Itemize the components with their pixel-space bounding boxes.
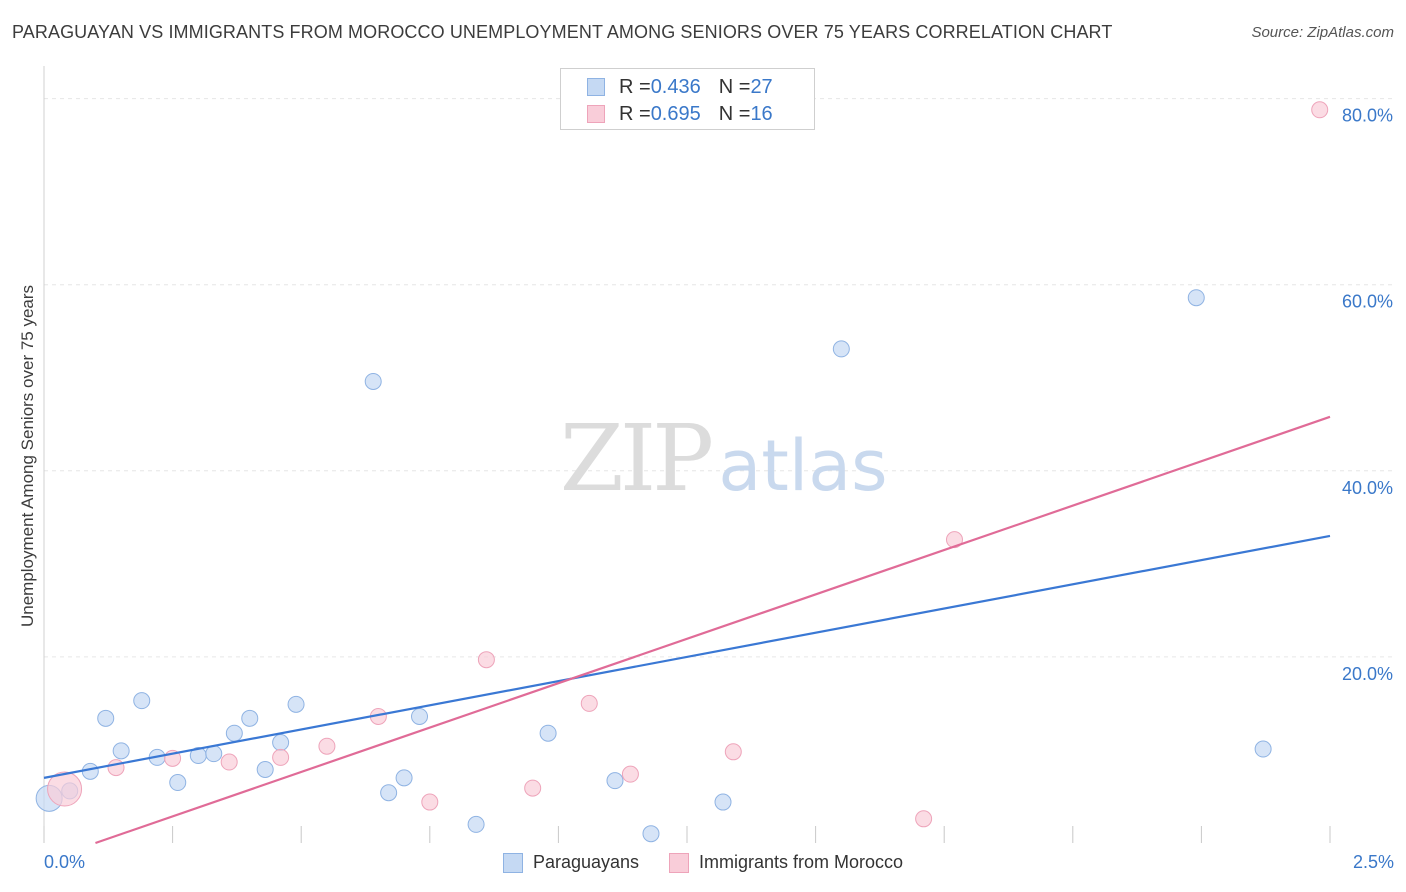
series-legend-paraguayans[interactable]: Paraguayans: [502, 852, 640, 873]
morocco-point: [621, 765, 639, 783]
y-tick-labels: 20.0% 40.0% 60.0% 80.0%: [1342, 106, 1393, 684]
series-swatch-blue: [502, 852, 523, 873]
morocco-point: [318, 737, 336, 755]
legend-n-value: 27: [750, 75, 773, 98]
paraguayans-point: [133, 692, 151, 710]
paraguayans-point: [97, 709, 115, 727]
paraguayans-trendline: [43, 534, 1331, 779]
source-label: Source: ZipAtlas.com: [1251, 24, 1394, 41]
series-label-morocco: Immigrants from Morocco: [699, 852, 904, 872]
paraguayans-point: [380, 784, 398, 802]
legend-swatch-blue: [587, 78, 605, 96]
legend-r-value: 0.436: [650, 75, 701, 98]
paraguayans-point: [364, 372, 382, 390]
x-tick-label-min: 0.0%: [44, 852, 86, 872]
paraguayans-point: [81, 762, 99, 780]
morocco-point: [47, 771, 83, 807]
morocco-point: [724, 743, 742, 761]
legend-r-value: 0.695: [650, 102, 701, 125]
paraguayans-point: [272, 734, 290, 752]
paraguayans-point: [606, 772, 624, 790]
morocco-point: [272, 748, 290, 766]
morocco-point: [945, 531, 963, 549]
y-tick-label: 60.0%: [1342, 292, 1393, 312]
legend-n-label: N =: [718, 102, 751, 125]
legend-n-label: N =: [718, 75, 751, 98]
x-tick-label-max: 2.5%: [1352, 852, 1394, 872]
morocco-point: [1311, 101, 1329, 119]
legend-r-label: R =: [619, 102, 651, 125]
paraguayans-point: [714, 793, 732, 811]
legend-n-value: 16: [750, 102, 773, 125]
paraguayans-point: [1254, 740, 1272, 758]
morocco-point: [524, 779, 542, 797]
morocco-point: [107, 759, 125, 777]
legend-r-label: R =: [619, 75, 651, 98]
axes: [43, 66, 1331, 843]
paraguayans-point: [287, 695, 305, 713]
paraguayans-point: [411, 707, 429, 725]
y-tick-label: 40.0%: [1342, 478, 1393, 498]
chart-title: PARAGUAYAN VS IMMIGRANTS FROM MOROCCO UN…: [12, 22, 1113, 42]
paraguayans-point: [169, 774, 187, 792]
paraguayans-point: [256, 760, 274, 778]
paraguayans-point: [642, 825, 660, 843]
paraguayans-point: [832, 340, 850, 358]
y-tick-label: 20.0%: [1342, 664, 1393, 684]
morocco-point: [421, 793, 439, 811]
morocco-point: [915, 810, 933, 828]
paraguayans-point: [225, 724, 243, 742]
series-legend-morocco[interactable]: Immigrants from Morocco: [669, 852, 903, 873]
paraguayans-point: [241, 709, 259, 727]
y-tick-label: 80.0%: [1342, 106, 1393, 126]
trendlines: [43, 415, 1331, 845]
series-legend: Paraguayans Immigrants from Morocco: [0, 852, 1406, 873]
series-label-paraguayans: Paraguayans: [532, 852, 640, 872]
paraguayans-point: [395, 769, 413, 787]
data-points: [35, 101, 1329, 843]
watermark-atlas: atlas: [718, 425, 887, 507]
morocco-trendline: [95, 415, 1331, 845]
watermark: ZIP atlas: [560, 405, 888, 512]
paraguayans-point: [1187, 289, 1205, 307]
watermark-zip: ZIP: [560, 405, 711, 512]
legend-row-paraguayans: R = 0.436 N = 27: [587, 75, 773, 99]
legend-swatch-pink: [587, 105, 605, 123]
paraguayans-point: [539, 724, 557, 742]
grid-lines: [44, 98, 1392, 658]
paraguayans-point: [467, 815, 485, 833]
paraguayans-point: [112, 742, 130, 760]
correlation-legend: R = 0.436 N = 27 R = 0.695 N = 16: [560, 68, 815, 130]
legend-row-morocco: R = 0.695 N = 16: [587, 102, 773, 126]
morocco-point: [477, 651, 495, 669]
series-swatch-pink: [669, 852, 690, 873]
morocco-point: [220, 753, 238, 771]
morocco-point: [580, 694, 598, 712]
